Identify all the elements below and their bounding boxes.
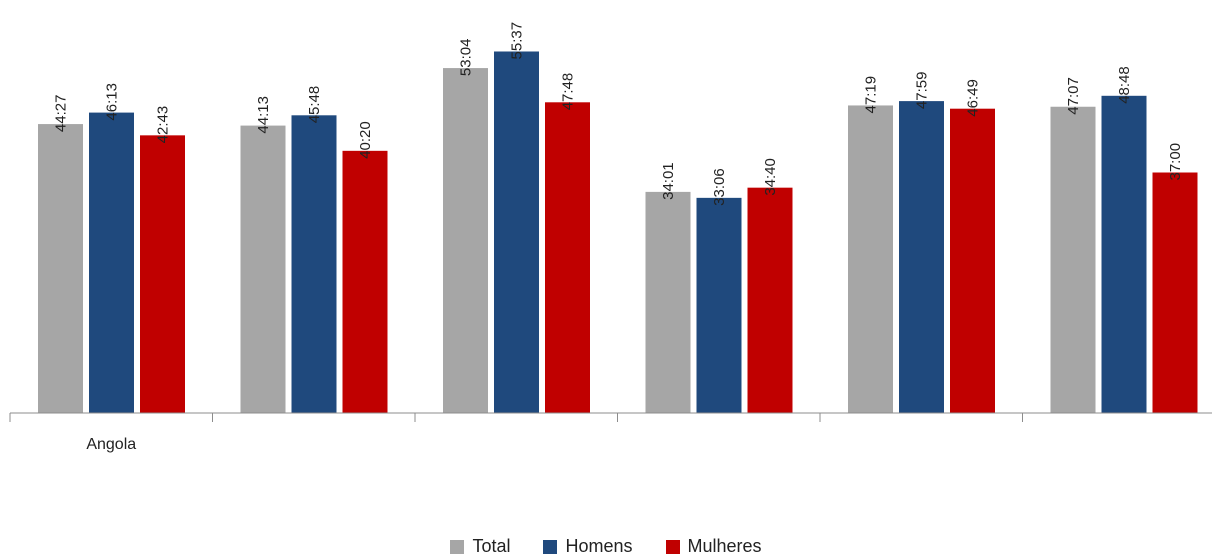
value-label-total-4: 47:19 <box>863 76 880 114</box>
legend-swatch-homens <box>543 539 558 554</box>
value-label-homens-5: 48:48 <box>1116 66 1133 104</box>
bar-homens-1 <box>291 115 337 414</box>
bar-total-3 <box>645 191 691 413</box>
legend-label-mulheres: Mulheres <box>687 536 762 556</box>
bar-mulheres-1 <box>342 150 388 413</box>
value-label-total-1: 44:13 <box>255 96 272 134</box>
value-labels-layer: 44:27 44:13 53:04 34:01 47:19 47:07 46:13 45:48… <box>53 22 1185 206</box>
value-label-homens-0: 46:13 <box>104 83 121 121</box>
bar-total-0 <box>38 124 83 413</box>
value-label-homens-2: 55:37 <box>509 22 526 60</box>
value-label-mulheres-1: 40:20 <box>357 121 374 159</box>
legend-item-total: Total <box>450 536 510 557</box>
bar-mulheres-5 <box>1152 172 1198 413</box>
legend: Total Homens Mulheres <box>0 536 1212 559</box>
bar-homens-3 <box>696 197 742 413</box>
category-label-0: Angola <box>86 436 136 453</box>
value-label-homens-4: 47:59 <box>914 72 931 110</box>
value-label-total-5: 47:07 <box>1065 77 1082 115</box>
bar-mulheres-2 <box>545 102 590 414</box>
value-label-mulheres-3: 34:40 <box>762 158 779 196</box>
value-label-total-2: 53:04 <box>458 39 475 77</box>
x-axis <box>9 412 1212 422</box>
bar-homens-5 <box>1101 95 1147 414</box>
legend-swatch-total <box>450 539 465 554</box>
bar-chart: 44:27 44:13 53:04 34:01 47:19 47:07 46:13 45:48… <box>9 22 1212 453</box>
value-label-mulheres-5: 37:00 <box>1167 143 1184 181</box>
bar-homens-4 <box>899 101 944 413</box>
bar-total-5 <box>1050 106 1096 413</box>
bar-homens-2 <box>494 51 539 413</box>
value-label-total-0: 44:27 <box>53 95 70 133</box>
bar-total-4 <box>848 105 893 413</box>
value-label-mulheres-2: 47:48 <box>560 73 577 111</box>
value-label-mulheres-0: 42:43 <box>155 106 172 144</box>
value-label-homens-1: 45:48 <box>306 86 323 124</box>
bar-mulheres-4 <box>950 108 995 413</box>
category-labels-layer: Angola <box>86 436 136 453</box>
value-label-total-3: 34:01 <box>660 162 677 200</box>
bar-mulheres-0 <box>140 135 185 414</box>
bar-homens-0 <box>89 112 134 413</box>
bars-layer <box>38 51 1198 414</box>
legend-item-mulheres: Mulheres <box>665 536 762 557</box>
value-label-mulheres-4: 46:49 <box>965 79 982 117</box>
legend-swatch-mulheres <box>665 539 680 554</box>
bar-total-1 <box>240 125 286 413</box>
value-label-homens-3: 33:06 <box>711 168 728 206</box>
bar-total-2 <box>443 68 488 413</box>
legend-label-total: Total <box>472 536 511 556</box>
bar-mulheres-3 <box>747 187 793 413</box>
legend-item-homens: Homens <box>543 536 633 557</box>
legend-label-homens: Homens <box>565 536 633 556</box>
